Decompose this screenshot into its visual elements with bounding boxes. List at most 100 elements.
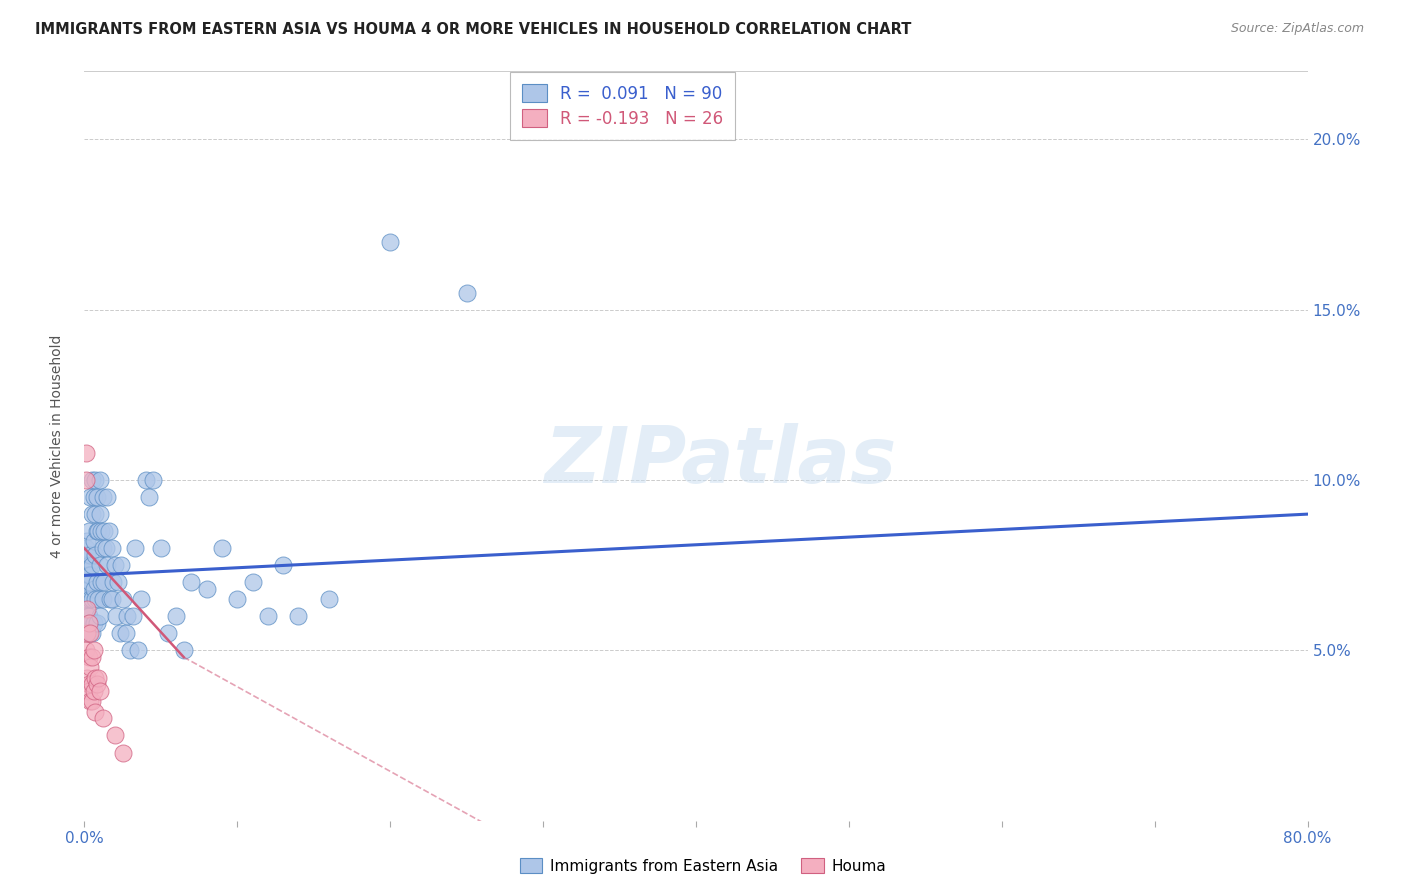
Point — [84, 548, 107, 562]
Point — [129, 592, 152, 607]
Point — [104, 558, 127, 573]
Text: Source: ZipAtlas.com: Source: ZipAtlas.com — [1230, 22, 1364, 36]
Point — [257, 609, 280, 624]
Point — [380, 235, 402, 249]
Point — [108, 626, 131, 640]
Point — [165, 609, 187, 624]
Point — [76, 592, 98, 607]
Point — [75, 473, 97, 487]
Point — [84, 473, 107, 487]
Point — [83, 490, 105, 504]
Point — [79, 660, 101, 674]
Point — [211, 541, 233, 556]
Text: IMMIGRANTS FROM EASTERN ASIA VS HOUMA 4 OR MORE VEHICLES IN HOUSEHOLD CORRELATIO: IMMIGRANTS FROM EASTERN ASIA VS HOUMA 4 … — [35, 22, 911, 37]
Point — [79, 548, 101, 562]
Point — [96, 558, 118, 573]
Point — [87, 592, 110, 607]
Point — [101, 592, 124, 607]
Point — [76, 575, 98, 590]
Point — [79, 568, 101, 582]
Point — [77, 524, 100, 538]
Y-axis label: 4 or more Vehicles in Household: 4 or more Vehicles in Household — [49, 334, 63, 558]
Point — [83, 582, 105, 596]
Point — [89, 473, 111, 487]
Point — [79, 626, 101, 640]
Point — [157, 626, 180, 640]
Point — [79, 490, 101, 504]
Point — [142, 473, 165, 487]
Point — [83, 534, 105, 549]
Point — [103, 575, 125, 590]
Point — [84, 671, 107, 685]
Legend: Immigrants from Eastern Asia, Houma: Immigrants from Eastern Asia, Houma — [513, 852, 893, 880]
Point — [90, 575, 112, 590]
Point — [80, 558, 103, 573]
Point — [180, 575, 202, 590]
Point — [86, 490, 108, 504]
Point — [115, 609, 138, 624]
Point — [90, 524, 112, 538]
Point — [76, 548, 98, 562]
Point — [79, 616, 101, 631]
Legend: R =  0.091   N = 90, R = -0.193   N = 26: R = 0.091 N = 90, R = -0.193 N = 26 — [510, 72, 735, 139]
Point — [110, 558, 132, 573]
Point — [138, 490, 160, 504]
Point — [84, 592, 107, 607]
Point — [98, 592, 121, 607]
Point — [195, 582, 218, 596]
Point — [77, 677, 100, 691]
Point — [77, 616, 100, 631]
Point — [91, 541, 114, 556]
Point — [122, 609, 145, 624]
Point — [89, 558, 111, 573]
Point — [77, 558, 100, 573]
Point — [76, 609, 98, 624]
Point — [80, 507, 103, 521]
Point — [86, 677, 108, 691]
Point — [96, 490, 118, 504]
Point — [76, 602, 98, 616]
Point — [76, 626, 98, 640]
Point — [127, 643, 149, 657]
Point — [89, 684, 111, 698]
Point — [79, 694, 101, 708]
Point — [76, 534, 98, 549]
Point — [91, 592, 114, 607]
Point — [271, 558, 294, 573]
Point — [79, 592, 101, 607]
Point — [75, 541, 97, 556]
Point — [79, 575, 101, 590]
Point — [120, 643, 142, 657]
Point — [91, 490, 114, 504]
Point — [84, 507, 107, 521]
Point — [111, 746, 134, 760]
Point — [77, 626, 100, 640]
Point — [107, 575, 129, 590]
Point — [75, 582, 97, 596]
Point — [83, 643, 105, 657]
Point — [86, 524, 108, 538]
Point — [105, 609, 128, 624]
Point — [104, 729, 127, 743]
Point — [87, 671, 110, 685]
Text: ZIPatlas: ZIPatlas — [544, 423, 897, 499]
Point — [91, 711, 114, 725]
Point — [77, 650, 100, 665]
Point — [89, 609, 111, 624]
Point — [75, 568, 97, 582]
Point — [242, 575, 264, 590]
Point — [77, 568, 100, 582]
Point — [86, 575, 108, 590]
Point — [456, 285, 478, 300]
Point — [75, 558, 97, 573]
Point — [77, 609, 100, 624]
Point — [77, 684, 100, 698]
Point — [111, 592, 134, 607]
Point — [80, 650, 103, 665]
Point — [97, 524, 120, 538]
Point — [149, 541, 172, 556]
Point — [84, 705, 107, 719]
Point — [93, 575, 115, 590]
Point — [75, 643, 97, 657]
Point — [93, 524, 115, 538]
